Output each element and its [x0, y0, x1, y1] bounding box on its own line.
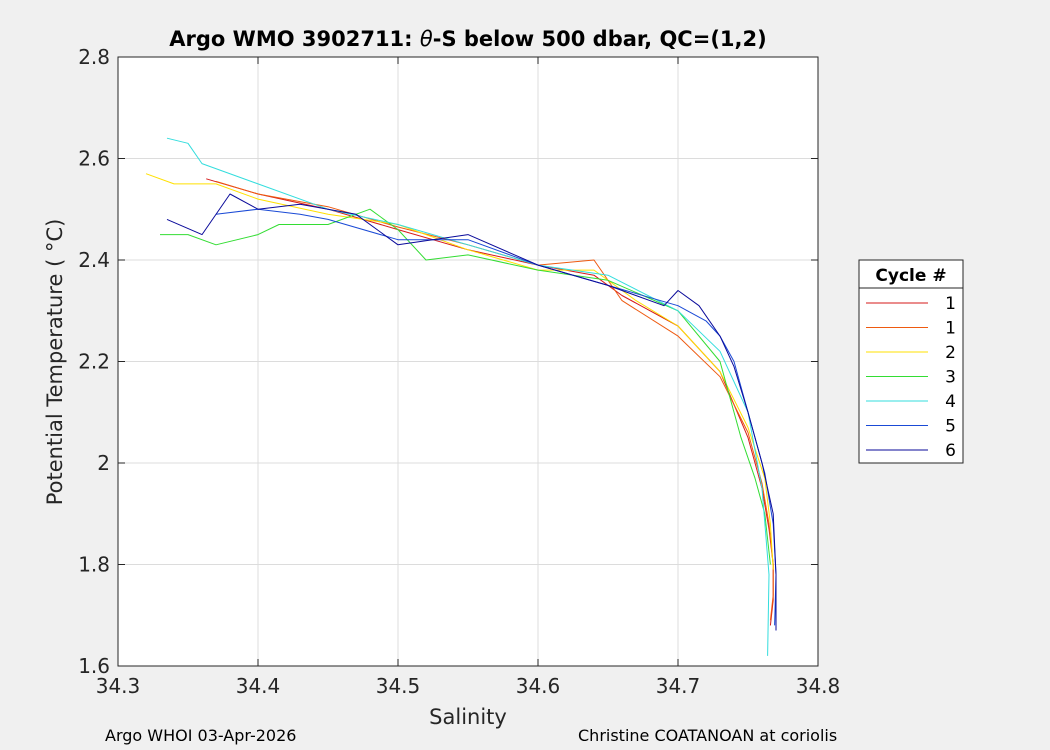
- y-tick-label: 1.6: [78, 654, 110, 678]
- y-tick-label: 2.2: [78, 350, 110, 374]
- footer-right: Christine COATANOAN at coriolis: [578, 726, 838, 745]
- y-tick-label: 2.4: [78, 248, 110, 272]
- tick-labels: 34.3 34.4 34.5 34.6 34.7 34.8 1.6 1.8 2 2.2 2.4 2.6…: [78, 45, 840, 698]
- footer-left: Argo WHOI 03-Apr-2026: [105, 726, 297, 745]
- legend-box: [858, 259, 964, 464]
- grid: [117, 56, 819, 667]
- legend-label: 2: [945, 343, 956, 363]
- legend-label: 1: [945, 319, 956, 339]
- legend-label: 5: [945, 417, 956, 437]
- legend-items: 1 1 2 3 4 5 6: [866, 294, 956, 461]
- y-tick-label: 1.8: [78, 553, 110, 577]
- y-tick-label: 2.8: [78, 45, 110, 69]
- series-line-cycle-3: [160, 208, 771, 565]
- x-tick-label: 34.7: [656, 674, 701, 698]
- x-tick-label: 34.5: [376, 674, 421, 698]
- legend-label: 4: [945, 392, 956, 412]
- y-axis-title: Potential Temperature ( °C): [43, 219, 67, 506]
- x-tick-label: 34.6: [516, 674, 561, 698]
- chart-title: Argo WMO 3902711: θ-S below 500 dbar, QC…: [169, 27, 766, 51]
- series-line-cycle-6: [166, 193, 777, 631]
- ticks: [117, 56, 819, 667]
- y-tick-label: 2: [97, 451, 110, 475]
- series-group: [145, 137, 777, 656]
- x-tick-label: 34.3: [96, 674, 141, 698]
- x-axis-title: Salinity: [429, 705, 507, 729]
- x-tick-label: 34.4: [236, 674, 281, 698]
- legend-label: 3: [945, 368, 956, 388]
- legend: Cycle # 1 1 2 3 4 5 6: [858, 259, 964, 464]
- series-line-cycle-2: [145, 173, 774, 570]
- x-tick-label: 34.8: [796, 674, 841, 698]
- legend-label: 6: [945, 441, 956, 461]
- legend-label: 1: [945, 294, 956, 314]
- y-tick-label: 2.6: [78, 147, 110, 171]
- legend-title: Cycle #: [875, 266, 946, 286]
